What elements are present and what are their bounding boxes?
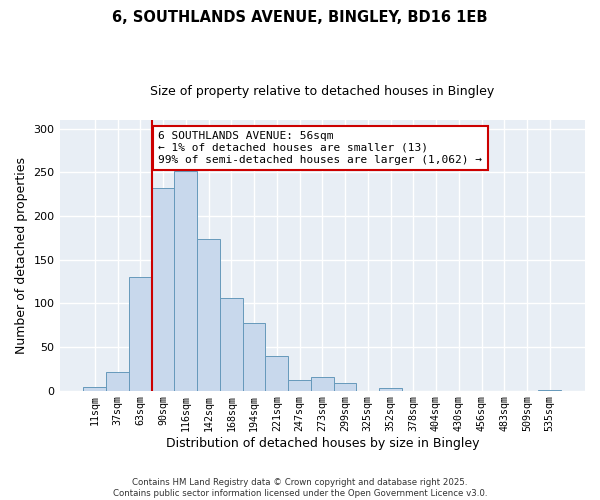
Text: 6, SOUTHLANDS AVENUE, BINGLEY, BD16 1EB: 6, SOUTHLANDS AVENUE, BINGLEY, BD16 1EB	[112, 10, 488, 25]
Bar	[220, 298, 242, 390]
Title: Size of property relative to detached houses in Bingley: Size of property relative to detached ho…	[150, 85, 494, 98]
Text: Contains HM Land Registry data © Crown copyright and database right 2025.
Contai: Contains HM Land Registry data © Crown c…	[113, 478, 487, 498]
Bar	[242, 324, 265, 390]
Bar	[129, 277, 152, 390]
Y-axis label: Number of detached properties: Number of detached properties	[15, 157, 28, 354]
Bar	[197, 238, 220, 390]
Bar	[83, 387, 106, 390]
Bar	[265, 356, 288, 390]
Bar	[379, 388, 402, 390]
Bar	[152, 188, 175, 390]
Bar	[334, 382, 356, 390]
Bar	[311, 376, 334, 390]
Bar	[175, 172, 197, 390]
Text: 6 SOUTHLANDS AVENUE: 56sqm
← 1% of detached houses are smaller (13)
99% of semi-: 6 SOUTHLANDS AVENUE: 56sqm ← 1% of detac…	[158, 132, 482, 164]
Bar	[288, 380, 311, 390]
X-axis label: Distribution of detached houses by size in Bingley: Distribution of detached houses by size …	[166, 437, 479, 450]
Bar	[106, 372, 129, 390]
